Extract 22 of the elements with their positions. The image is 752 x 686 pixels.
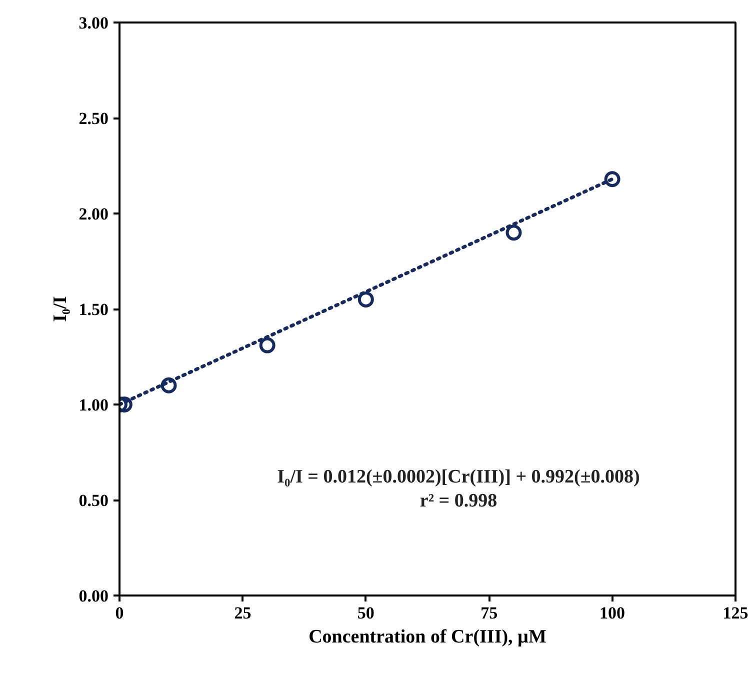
point [506, 224, 522, 241]
y-tick-label: 2.50 [78, 109, 108, 128]
annotation: I₀/I = 0.012(±0.0002)[Cr(III)] + 0.992(±0.008) [277, 466, 640, 488]
x-tick-label: 0 [115, 604, 124, 622]
y-tick-label: 0.50 [78, 491, 108, 510]
point [259, 337, 276, 354]
y-tick-label: 0.00 [78, 586, 108, 606]
y-axis-title: I₀/I [50, 296, 71, 322]
point [160, 377, 177, 394]
y-tick-label: 3.00 [78, 14, 108, 32]
x-tick-label: 125 [722, 604, 748, 622]
point [358, 291, 374, 308]
y-tick-label: 2.00 [78, 204, 108, 224]
x-tick-label: 50 [357, 604, 374, 622]
x-tick-label: 75 [480, 604, 498, 622]
x-tick-label: 25 [234, 604, 252, 622]
annotation: r² = 0.998 [420, 490, 498, 512]
y-tick-label: 1.00 [78, 396, 108, 414]
y-tick-label: 1.50 [78, 300, 108, 319]
x-tick-label: 100 [600, 604, 626, 622]
point [604, 171, 620, 188]
x-axis-title: Concentration of Cr(III), µM [308, 626, 546, 648]
